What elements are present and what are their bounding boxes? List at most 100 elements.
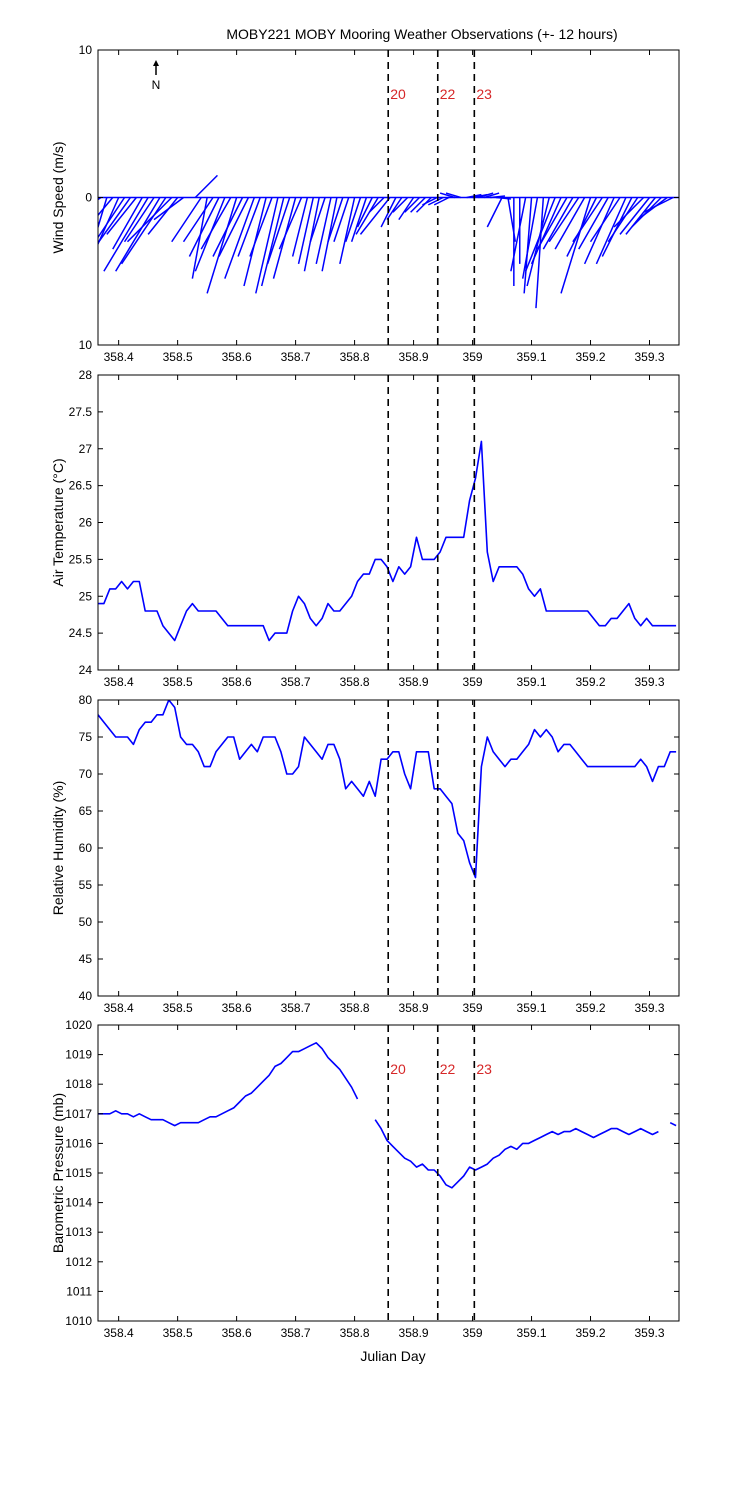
y-tick-label: 45 <box>79 952 93 966</box>
wind-vector <box>523 197 533 294</box>
wind-vector <box>536 197 568 250</box>
y-tick-label: 40 <box>79 989 93 1003</box>
wind-vector <box>182 197 214 243</box>
wind-vector <box>106 197 137 235</box>
wind-vector <box>398 197 415 221</box>
x-tick-label: 358.6 <box>222 1326 252 1340</box>
x-tick-label: 359.3 <box>634 350 664 364</box>
wind-vector <box>548 197 580 243</box>
wind-vector <box>422 196 438 206</box>
wind-vector <box>333 197 350 242</box>
wind-vector <box>404 196 420 213</box>
wind-vector <box>291 197 309 257</box>
wind-vector <box>542 197 574 250</box>
y-tick-label: 26.5 <box>69 479 93 493</box>
x-tick-label: 359.2 <box>576 350 606 364</box>
wind-vector <box>607 197 639 243</box>
x-tick-label: 358.9 <box>399 1326 429 1340</box>
wind-vector <box>578 197 609 250</box>
x-tick-label: 358.5 <box>163 350 193 364</box>
x-tick-label: 359 <box>463 1326 483 1340</box>
x-tick-label: 359.3 <box>634 675 664 689</box>
y-tick-label: 0 <box>85 191 92 205</box>
wind-vector <box>484 192 500 199</box>
wind-vector <box>112 197 143 250</box>
wind-vector <box>368 196 385 213</box>
wind-vector <box>98 197 132 245</box>
wind-vector <box>589 197 621 243</box>
series-line <box>98 1042 677 1189</box>
x-tick-label: 359 <box>463 1001 483 1015</box>
wind-vector <box>345 197 362 242</box>
y-axis-label: Air Temperature (°C) <box>50 458 66 586</box>
series-group <box>98 174 679 309</box>
wind-vector <box>530 197 562 265</box>
wind-vector <box>486 197 503 228</box>
wind-vector <box>103 197 149 272</box>
north-arrowhead-icon <box>153 60 159 66</box>
x-tick-label: 358.4 <box>104 675 134 689</box>
wind-vector <box>595 197 627 265</box>
series-line <box>98 700 677 879</box>
wind-vector <box>433 196 450 206</box>
panel-2: 358.4 358.5 358.6 358.7 358.8 358.9 359 359.1 35… <box>50 368 680 689</box>
wind-vector <box>218 197 250 257</box>
wind-vector <box>297 197 315 265</box>
wind-vector <box>153 196 184 221</box>
series-group <box>98 440 677 642</box>
x-tick-label: 358.7 <box>281 675 311 689</box>
marker-label-22: 22 <box>440 1061 456 1077</box>
wind-vector <box>445 192 461 199</box>
wind-vector <box>98 197 114 217</box>
wind-vector <box>554 197 586 250</box>
y-tick-label: 50 <box>79 915 93 929</box>
marker-label-23: 23 <box>476 1061 492 1077</box>
x-tick-label: 358.4 <box>104 1326 134 1340</box>
wind-vector <box>147 197 179 235</box>
x-tick-label: 358.9 <box>399 675 429 689</box>
wind-vector <box>237 197 261 257</box>
wind-vector <box>410 196 426 213</box>
y-tick-label: 24 <box>79 663 93 677</box>
y-tick-label: 1016 <box>65 1136 92 1150</box>
y-tick-label: 70 <box>79 767 93 781</box>
wind-vector <box>98 197 120 246</box>
wind-vector <box>535 197 545 309</box>
wind-vector <box>126 196 173 243</box>
wind-vector <box>120 197 167 265</box>
wind-vector <box>427 196 444 206</box>
wind-vector <box>478 192 494 199</box>
series-group <box>98 700 677 879</box>
wind-vector <box>521 197 539 279</box>
wind-vector <box>212 197 244 257</box>
wind-vector <box>572 197 603 243</box>
marker-label-20: 20 <box>390 86 406 102</box>
wind-vector <box>98 197 126 239</box>
x-tick-label: 358.7 <box>281 1326 311 1340</box>
y-tick-label: 27.5 <box>69 405 93 419</box>
y-tick-label: 1013 <box>65 1225 92 1239</box>
wind-vector <box>188 197 220 257</box>
x-tick-label: 359.3 <box>634 1001 664 1015</box>
wind-vector <box>350 197 368 242</box>
y-tick-label: 25.5 <box>69 552 93 566</box>
x-tick-label: 358.4 <box>104 350 134 364</box>
y-axis-label: Relative Humidity (%) <box>50 781 66 916</box>
x-tick-label: 359 <box>463 350 483 364</box>
y-tick-label: 1011 <box>66 1284 92 1298</box>
wind-vector <box>249 197 273 257</box>
y-tick-label: 75 <box>79 730 93 744</box>
y-tick-label: 28 <box>79 368 93 382</box>
wind-vector <box>643 196 674 213</box>
x-tick-label: 358.8 <box>340 1001 370 1015</box>
wind-vector <box>392 196 409 213</box>
y-tick-label: 10 <box>79 338 93 352</box>
x-tick-label: 358.8 <box>340 1326 370 1340</box>
x-axis-label: Julian Day <box>360 1348 425 1364</box>
x-tick-label: 358.6 <box>222 1001 252 1015</box>
x-tick-label: 358.8 <box>340 350 370 364</box>
y-axis-label: Barometric Pressure (mb) <box>50 1093 66 1253</box>
wind-vector <box>224 197 256 279</box>
